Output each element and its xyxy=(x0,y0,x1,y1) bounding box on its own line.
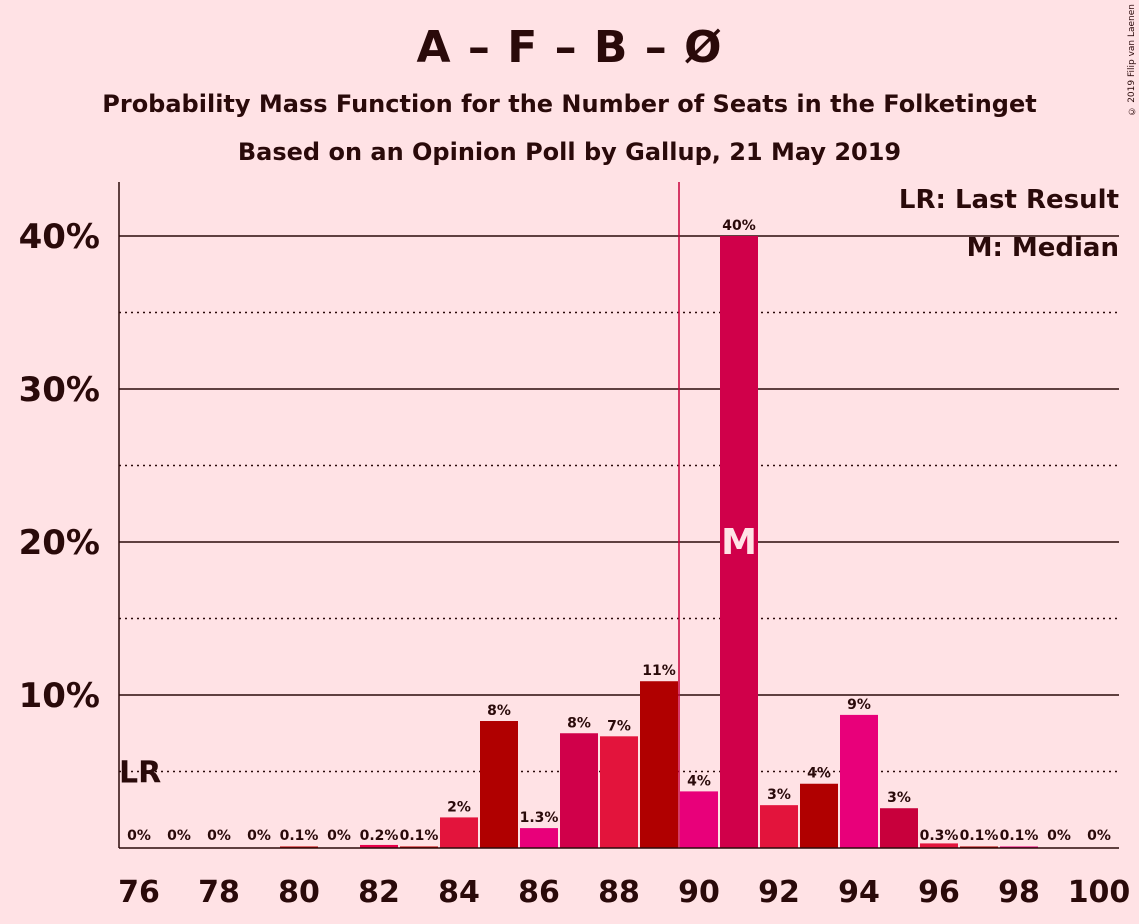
bar-89 xyxy=(640,681,678,848)
data-label-76: 0% xyxy=(127,828,151,844)
data-label-96: 0.3% xyxy=(920,828,959,844)
x-tick-label-82: 82 xyxy=(358,875,400,910)
data-label-91: 40% xyxy=(722,218,756,234)
data-label-92: 3% xyxy=(767,787,791,803)
data-label-89: 11% xyxy=(642,663,676,679)
data-label-95: 3% xyxy=(887,790,911,806)
data-label-90: 4% xyxy=(687,773,711,789)
bar-80 xyxy=(280,846,318,848)
data-label-87: 8% xyxy=(567,715,591,731)
y-tick-label-10: 10% xyxy=(19,676,100,716)
bar-86 xyxy=(520,828,558,848)
data-labels-layer: 0% 0% 0% 0% 0.1% 0% 0.2% 0.1%2%8%1.3%8% 7%11%4%4… xyxy=(119,218,1111,844)
x-tick-label-100: 100 xyxy=(1068,875,1131,910)
bar-92 xyxy=(760,805,798,848)
chart-subtitle: Probability Mass Function for the Number… xyxy=(102,90,1037,118)
x-tick-label-76: 76 xyxy=(118,875,160,910)
data-label-83: 0.1% xyxy=(400,828,439,844)
x-tick-label-90: 90 xyxy=(678,875,720,910)
axis-layer: 10% 20% 30% 40% 76 78 80 82 84 86 88 90 92 94 96 98 100 xyxy=(19,182,1131,910)
data-label-78: 0% xyxy=(207,828,231,844)
bar-91 xyxy=(720,236,758,848)
bar-82 xyxy=(360,844,398,848)
data-label-80: 0.1% xyxy=(280,828,319,844)
grid-layer xyxy=(119,235,1119,773)
bars-layer xyxy=(280,236,1038,848)
data-label-77: 0% xyxy=(167,828,191,844)
bar-87 xyxy=(560,733,598,848)
data-label-100: 0% xyxy=(1087,828,1111,844)
x-tick-label-84: 84 xyxy=(438,875,480,910)
data-label-99: 0% xyxy=(1047,828,1071,844)
bar-85 xyxy=(480,721,518,848)
x-tick-label-94: 94 xyxy=(838,875,880,910)
x-tick-label-80: 80 xyxy=(278,875,320,910)
bar-98 xyxy=(1000,846,1038,848)
x-tick-label-96: 96 xyxy=(918,875,960,910)
data-label-98: 0.1% xyxy=(1000,828,1039,844)
bar-90 xyxy=(680,791,718,848)
bar-88 xyxy=(600,736,638,848)
bar-95 xyxy=(880,808,918,848)
data-label-81: 0% xyxy=(327,828,351,844)
data-label-93: 4% xyxy=(807,766,831,782)
data-label-97: 0.1% xyxy=(960,828,999,844)
y-tick-label-20: 20% xyxy=(19,523,100,563)
x-tick-label-88: 88 xyxy=(598,875,640,910)
median-marker: M xyxy=(721,522,757,563)
x-tick-label-78: 78 xyxy=(198,875,240,910)
data-label-86: 1.3% xyxy=(520,810,559,826)
legend-median: M: Median xyxy=(966,233,1119,263)
data-label-88: 7% xyxy=(607,718,631,734)
x-tick-label-98: 98 xyxy=(998,875,1040,910)
x-tick-label-86: 86 xyxy=(518,875,560,910)
x-tick-label-92: 92 xyxy=(758,875,800,910)
y-tick-label-30: 30% xyxy=(19,370,100,410)
last-result-marker: LR xyxy=(119,756,161,791)
y-tick-label-40: 40% xyxy=(19,217,100,257)
chart-title: A – F – B – Ø xyxy=(416,22,723,73)
bar-93 xyxy=(800,783,838,848)
data-label-82: 0.2% xyxy=(360,828,399,844)
data-label-84: 2% xyxy=(447,799,471,815)
data-label-94: 9% xyxy=(847,697,871,713)
chart-subtitle-2: Based on an Opinion Poll by Gallup, 21 M… xyxy=(237,138,902,166)
data-label-79: 0% xyxy=(247,828,271,844)
bar-97 xyxy=(960,846,998,848)
bar-96 xyxy=(920,843,958,848)
bar-84 xyxy=(440,817,478,848)
bar-94 xyxy=(840,714,878,848)
data-label-85: 8% xyxy=(487,703,511,719)
bar-83 xyxy=(400,846,438,848)
legend-last-result: LR: Last Result xyxy=(898,185,1119,215)
